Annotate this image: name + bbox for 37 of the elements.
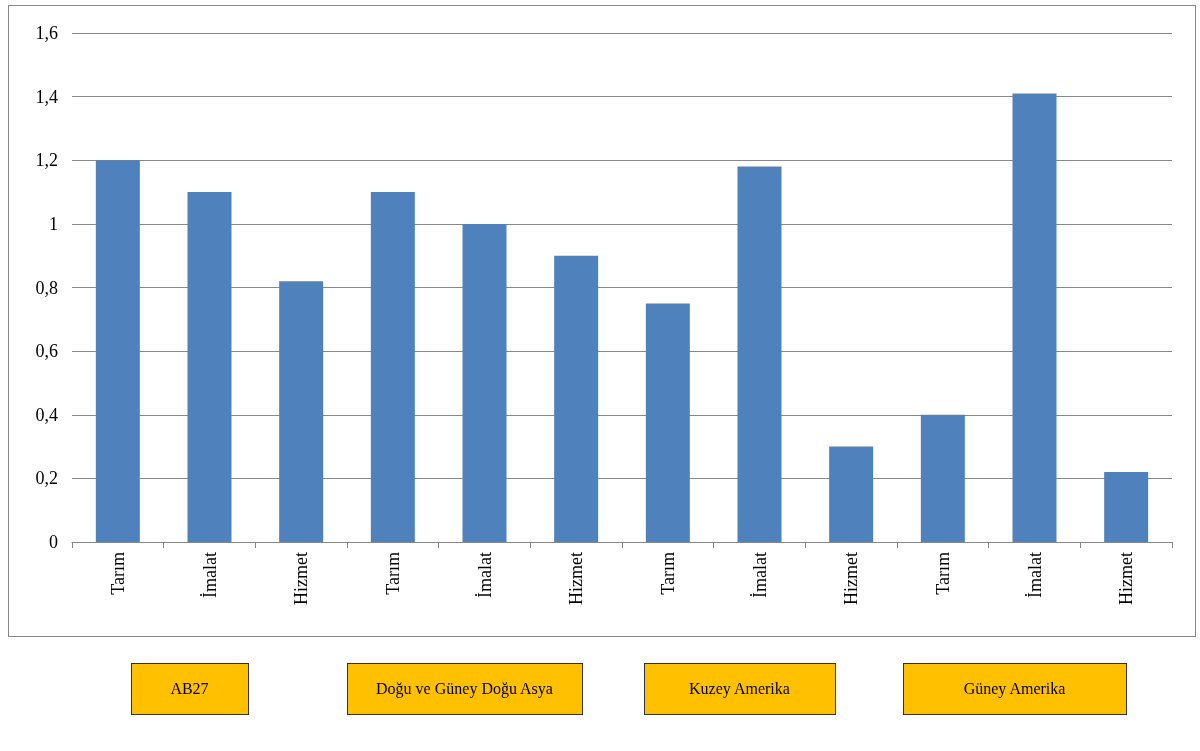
x-tick-label: Hizmet [1116, 552, 1137, 605]
bar [554, 255, 599, 542]
bar [95, 160, 140, 542]
bar [187, 192, 232, 542]
x-tick-label: İmalat [474, 552, 495, 598]
x-tick-label: Tarım [107, 552, 128, 595]
x-tick-label: İmalat [749, 552, 770, 598]
bar [462, 223, 507, 542]
x-tick-label: Hizmet [566, 552, 587, 605]
x-tick-label: Tarım [657, 552, 678, 595]
bar [279, 281, 324, 542]
y-tick-label: 1,6 [35, 23, 58, 43]
y-tick-label: 0,4 [35, 404, 58, 425]
x-tick-label: Hizmet [291, 552, 312, 605]
text: AB27 [130, 663, 249, 715]
bar [1104, 472, 1149, 542]
x-tick-label: Hizmet [841, 552, 862, 605]
y-tick-label: 1,2 [35, 150, 58, 171]
x-tick-label: İmalat [199, 552, 220, 598]
x-tick-label: Tarım [932, 552, 953, 595]
bar [829, 446, 874, 542]
y-tick-label: 0 [49, 532, 58, 552]
y-tick-label: 1,4 [35, 86, 58, 107]
bar [920, 414, 965, 542]
text: Doğu ve Güney Doğu Asya [346, 663, 583, 715]
text: Kuzey Amerika [643, 663, 836, 715]
x-tick-label: Tarım [382, 552, 403, 595]
y-tick-label: 1 [49, 213, 58, 234]
text: Güney Amerika [902, 663, 1127, 715]
y-tick-label: 0,2 [35, 468, 58, 489]
y-tick-label: 0,6 [35, 341, 58, 362]
bar [1012, 93, 1057, 542]
y-tick-label: 0,8 [35, 277, 58, 298]
bar [737, 166, 782, 542]
bar [645, 303, 690, 542]
bar [370, 192, 415, 542]
x-tick-label: İmalat [1024, 552, 1045, 598]
